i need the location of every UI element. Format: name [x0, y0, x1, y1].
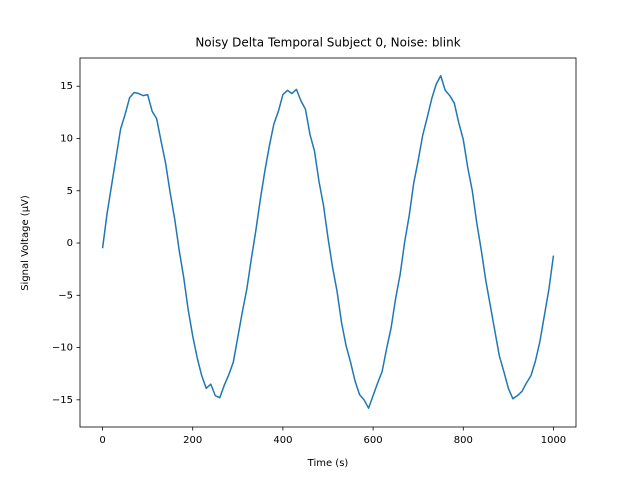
y-tick-label: 0: [67, 238, 73, 249]
y-tick-label: −15: [52, 395, 73, 406]
y-axis-label: Signal Voltage (μV): [20, 195, 31, 291]
x-tick-label: 1000: [541, 435, 566, 446]
x-tick-label: 200: [183, 435, 202, 446]
axes-frame: [79, 57, 577, 428]
x-tick-label: 800: [454, 435, 473, 446]
x-tick-label: 600: [364, 435, 383, 446]
y-tick-label: −5: [58, 290, 73, 301]
y-tick-label: −10: [52, 343, 73, 354]
y-tick-label: 5: [67, 186, 73, 197]
y-tick-label: 10: [60, 133, 73, 144]
x-axis-label: Time (s): [307, 458, 349, 469]
line-series: [101, 75, 555, 409]
x-tick-label: 0: [99, 435, 105, 446]
chart-title: Noisy Delta Temporal Subject 0, Noise: b…: [195, 36, 460, 50]
y-tick-label: 15: [60, 81, 73, 92]
x-tick-label: 400: [273, 435, 292, 446]
